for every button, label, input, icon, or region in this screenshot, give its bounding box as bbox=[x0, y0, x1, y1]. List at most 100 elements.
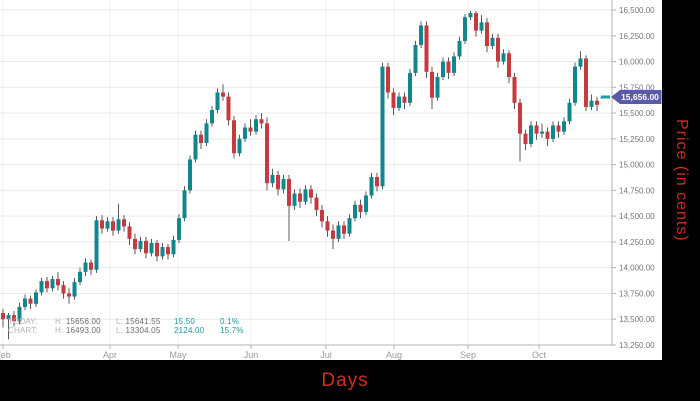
candle bbox=[292, 189, 297, 210]
candle bbox=[391, 88, 396, 116]
candle bbox=[468, 10, 473, 21]
candle bbox=[408, 68, 412, 106]
candle bbox=[210, 105, 214, 127]
candle bbox=[28, 295, 33, 309]
candle bbox=[237, 134, 242, 157]
candle bbox=[50, 275, 55, 292]
last-price-badge-value: 15,656.00 bbox=[621, 92, 659, 102]
candle bbox=[72, 278, 77, 300]
x-axis-title: Days bbox=[321, 369, 369, 391]
candle bbox=[325, 216, 330, 237]
svg-text:Aug: Aug bbox=[386, 350, 402, 360]
candle bbox=[105, 217, 110, 232]
candle bbox=[226, 92, 231, 126]
candle bbox=[595, 96, 599, 112]
candle bbox=[61, 281, 66, 299]
candle bbox=[204, 119, 209, 147]
candle bbox=[193, 130, 198, 163]
horizontal-gridlines bbox=[0, 9, 612, 346]
candle bbox=[353, 200, 357, 222]
candle bbox=[270, 168, 275, 188]
candle bbox=[12, 310, 16, 327]
candle bbox=[56, 271, 60, 291]
candles bbox=[1, 10, 605, 340]
svg-text:16,500.00: 16,500.00 bbox=[619, 6, 655, 15]
chart-label: CHART: bbox=[8, 326, 38, 335]
candle bbox=[424, 21, 429, 79]
candle bbox=[133, 233, 137, 255]
candle bbox=[540, 123, 544, 138]
chart-low: L: 13304.05 bbox=[116, 326, 161, 335]
svg-text:15,250.00: 15,250.00 bbox=[619, 135, 655, 144]
candle bbox=[485, 18, 489, 53]
chart-change-pct: 15.7% bbox=[220, 326, 244, 335]
last-price-dash bbox=[601, 95, 610, 99]
candle bbox=[6, 313, 11, 340]
today-label: TODAY: bbox=[8, 317, 38, 326]
candle bbox=[100, 215, 104, 234]
candle bbox=[149, 238, 154, 257]
candle bbox=[474, 11, 478, 37]
candle bbox=[496, 33, 500, 68]
candle bbox=[232, 116, 236, 159]
axes bbox=[0, 0, 616, 349]
candle bbox=[518, 98, 522, 162]
today-change: 15.50 bbox=[174, 317, 196, 326]
y-axis-title: Price (in cents) bbox=[673, 119, 690, 242]
info-row-chart: CHART: H: 16493.00 L: 13304.05 2124.00 1… bbox=[8, 326, 254, 335]
candle bbox=[259, 113, 264, 129]
chart-high: H: 16493.00 bbox=[55, 326, 101, 335]
candle bbox=[160, 242, 165, 260]
candle bbox=[413, 40, 418, 76]
chart-change: 2124.00 bbox=[174, 326, 205, 335]
candle bbox=[138, 236, 143, 253]
candle bbox=[452, 52, 456, 76]
candle bbox=[17, 302, 22, 325]
candle bbox=[215, 88, 220, 114]
candle bbox=[287, 174, 291, 241]
svg-text:14,750.00: 14,750.00 bbox=[619, 186, 655, 195]
candle bbox=[358, 199, 363, 219]
candle bbox=[551, 121, 555, 142]
candle bbox=[303, 185, 308, 205]
candle bbox=[507, 50, 511, 84]
candle bbox=[171, 235, 176, 258]
x-axis-month-labels: Feb Apr May Jun Jul Aug Sep Oct bbox=[0, 350, 546, 360]
candle bbox=[177, 214, 181, 243]
candle bbox=[309, 185, 313, 204]
candle bbox=[573, 62, 577, 106]
candle bbox=[254, 115, 258, 135]
candle bbox=[556, 121, 561, 138]
candle bbox=[67, 288, 71, 304]
candle bbox=[584, 55, 588, 112]
svg-text:Feb: Feb bbox=[0, 350, 11, 360]
candle bbox=[1, 308, 5, 328]
candle bbox=[331, 224, 335, 250]
candle bbox=[116, 203, 121, 234]
candle bbox=[23, 294, 27, 310]
candle bbox=[589, 94, 594, 110]
svg-text:Sep: Sep bbox=[460, 350, 476, 360]
candle bbox=[221, 84, 225, 101]
svg-text:Jun: Jun bbox=[244, 350, 259, 360]
svg-text:15,750.00: 15,750.00 bbox=[619, 83, 655, 92]
candle bbox=[281, 174, 286, 194]
candle bbox=[529, 121, 533, 148]
candle bbox=[512, 72, 517, 109]
svg-text:16,250.00: 16,250.00 bbox=[619, 32, 655, 41]
svg-text:14,500.00: 14,500.00 bbox=[619, 212, 655, 221]
candle bbox=[490, 33, 495, 50]
svg-text:16,000.00: 16,000.00 bbox=[619, 58, 655, 67]
y-axis-tick-labels: 16,500.00 16,250.00 16,000.00 15,750.00 15,5… bbox=[619, 6, 655, 350]
candle bbox=[78, 267, 82, 286]
candle bbox=[386, 62, 390, 99]
svg-text:Apr: Apr bbox=[103, 350, 117, 360]
candle bbox=[243, 123, 247, 142]
candle bbox=[298, 188, 302, 208]
candle bbox=[336, 221, 341, 242]
candle bbox=[501, 49, 506, 65]
candle bbox=[144, 236, 148, 259]
candle bbox=[276, 170, 280, 196]
candle bbox=[320, 204, 324, 228]
candle bbox=[534, 121, 539, 140]
